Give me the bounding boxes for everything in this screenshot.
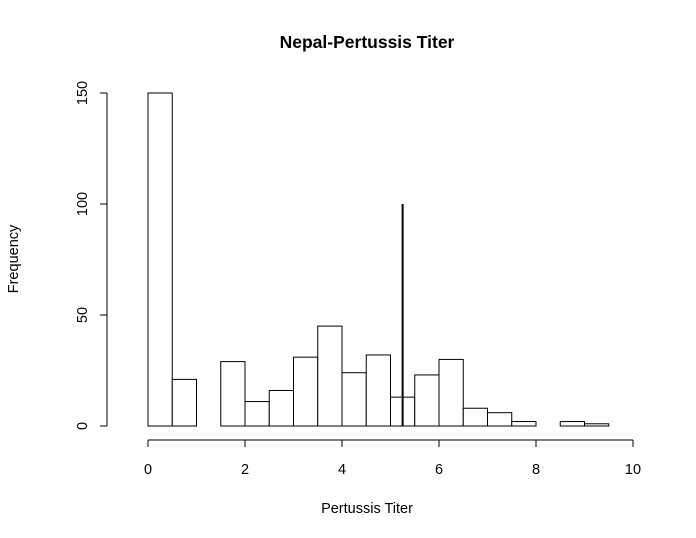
histogram-bar bbox=[268, 389, 294, 427]
y-axis-label: Frequency bbox=[6, 224, 22, 293]
x-axis-label: Pertussis Titer bbox=[321, 501, 413, 517]
histogram-bar bbox=[559, 421, 585, 427]
y-axis: 0 50 100 150 bbox=[75, 81, 108, 430]
histogram-bars bbox=[147, 92, 610, 427]
histogram-bar bbox=[414, 374, 440, 427]
histogram-bar bbox=[171, 378, 197, 427]
histogram-bar bbox=[341, 372, 367, 427]
x-tick-label: 10 bbox=[625, 462, 641, 478]
x-tick-label: 8 bbox=[532, 462, 540, 478]
histogram-bar bbox=[462, 407, 488, 427]
histogram-bar bbox=[317, 325, 343, 427]
x-axis: 0 2 4 6 8 10 bbox=[144, 439, 641, 478]
x-tick-label: 0 bbox=[144, 462, 152, 478]
histogram-bar bbox=[220, 361, 246, 427]
histogram-bar bbox=[365, 354, 391, 427]
histogram-bar bbox=[244, 401, 270, 427]
histogram-bar bbox=[511, 421, 537, 427]
x-tick-label: 4 bbox=[338, 462, 346, 478]
chart-title: Nepal-Pertussis Titer bbox=[280, 32, 455, 52]
histogram-bar bbox=[293, 356, 319, 427]
x-tick-label: 6 bbox=[435, 462, 443, 478]
histogram-bar bbox=[584, 423, 610, 427]
histogram-bar bbox=[438, 358, 464, 427]
y-tick-label: 100 bbox=[75, 192, 91, 216]
histogram-bar bbox=[487, 412, 513, 427]
y-tick-label: 150 bbox=[75, 81, 91, 105]
y-tick-label: 50 bbox=[75, 307, 91, 323]
histogram-bar bbox=[147, 92, 173, 427]
y-tick-label: 0 bbox=[75, 422, 91, 430]
x-tick-label: 2 bbox=[241, 462, 249, 478]
